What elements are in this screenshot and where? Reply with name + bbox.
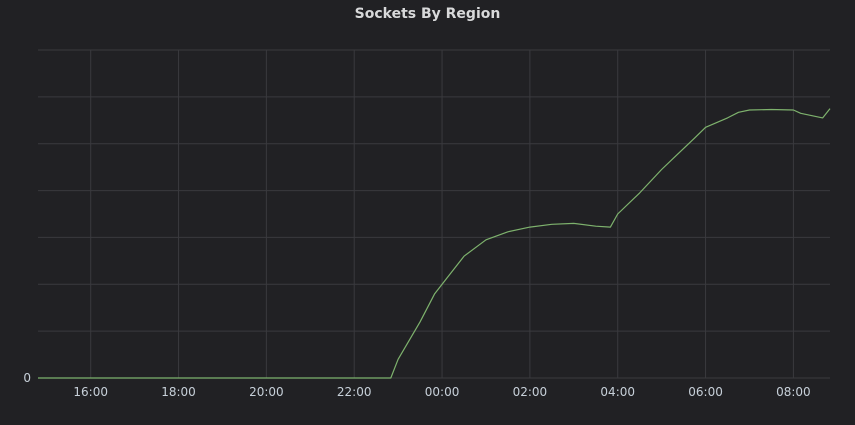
- x-tick-label: 08:00: [776, 385, 811, 399]
- y-axis: 0: [23, 371, 31, 385]
- y-tick-label: 0: [23, 371, 31, 385]
- x-tick-label: 16:00: [73, 385, 108, 399]
- x-tick-label: 18:00: [161, 385, 196, 399]
- x-tick-label: 02:00: [513, 385, 548, 399]
- x-tick-label: 20:00: [249, 385, 284, 399]
- series-layer: [38, 108, 831, 379]
- x-tick-label: 06:00: [688, 385, 723, 399]
- x-axis: 16:00 18:00 20:00 22:00 00:00 02:00 04:00 06:00…: [73, 385, 810, 399]
- x-tick-label: 22:00: [337, 385, 372, 399]
- chart-title: Sockets By Region: [354, 6, 501, 22]
- x-tick-label: 04:00: [600, 385, 635, 399]
- series-line: [38, 108, 831, 379]
- grid: [38, 49, 830, 379]
- x-tick-label: 00:00: [425, 385, 460, 399]
